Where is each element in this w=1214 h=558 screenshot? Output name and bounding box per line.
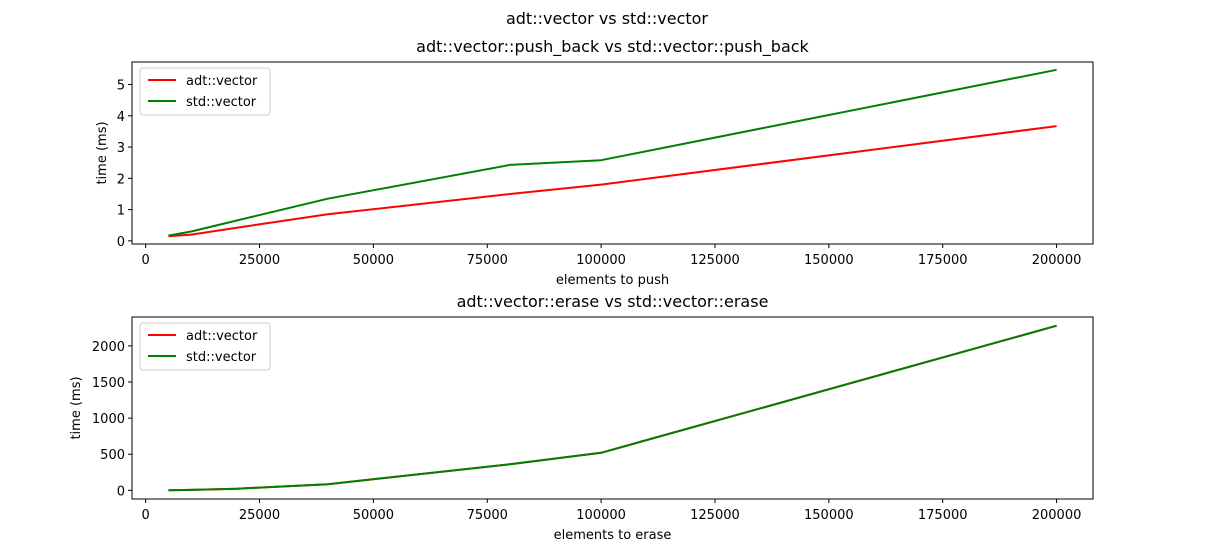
y-tick-label: 3 [117, 141, 125, 156]
x-tick-label: 25000 [239, 508, 280, 523]
x-tick-label: 150000 [804, 508, 854, 523]
x-tick-label: 0 [142, 508, 150, 523]
x-axis-label: elements to erase [554, 528, 672, 543]
legend-entry: std::vector [186, 95, 257, 110]
subplot-1: adt::vector::push_back vs std::vector::p… [95, 37, 1094, 288]
y-axis-label: time (ms) [69, 376, 84, 439]
legend-entry: adt::vector [186, 74, 258, 89]
x-tick-label: 0 [142, 253, 150, 268]
y-tick-label: 2000 [92, 340, 125, 355]
x-tick-label: 75000 [467, 508, 508, 523]
x-tick-label: 175000 [918, 253, 968, 268]
y-tick-label: 1 [117, 204, 125, 219]
x-tick-label: 200000 [1032, 253, 1082, 268]
x-tick-label: 50000 [353, 253, 394, 268]
subplot-title: adt::vector::push_back vs std::vector::p… [416, 37, 809, 57]
x-tick-label: 200000 [1032, 508, 1082, 523]
legend-entry: adt::vector [186, 329, 258, 344]
y-tick-label: 1500 [92, 376, 125, 391]
plot-frame [131, 61, 1094, 245]
x-tick-label: 50000 [353, 508, 394, 523]
x-tick-label: 25000 [239, 253, 280, 268]
y-axis-label: time (ms) [95, 121, 110, 184]
y-tick-label: 4 [117, 110, 125, 125]
series-line-std--vector [168, 68, 1057, 237]
y-tick-label: 1000 [92, 412, 125, 427]
legend-entry: std::vector [186, 350, 257, 365]
y-tick-label: 5 [117, 79, 125, 94]
subplot-2: adt::vector::erase vs std::vector::erase… [69, 292, 1094, 543]
y-tick-label: 500 [100, 448, 125, 463]
x-tick-label: 100000 [576, 508, 626, 523]
y-tick-label: 2 [117, 172, 125, 187]
plot-frame [131, 316, 1094, 500]
x-tick-label: 125000 [690, 508, 740, 523]
x-tick-label: 100000 [576, 253, 626, 268]
y-tick-label: 0 [117, 235, 125, 250]
x-tick-label: 175000 [918, 508, 968, 523]
y-tick-label: 0 [117, 484, 125, 499]
subplot-title: adt::vector::erase vs std::vector::erase [457, 292, 769, 311]
series-line-std--vector [168, 324, 1057, 492]
x-tick-label: 125000 [690, 253, 740, 268]
x-tick-label: 150000 [804, 253, 854, 268]
series-line-adt--vector [168, 324, 1057, 492]
series-line-adt--vector [168, 125, 1057, 238]
figure-suptitle: adt::vector vs std::vector [506, 9, 708, 28]
x-tick-label: 75000 [467, 253, 508, 268]
x-axis-label: elements to push [556, 273, 669, 288]
